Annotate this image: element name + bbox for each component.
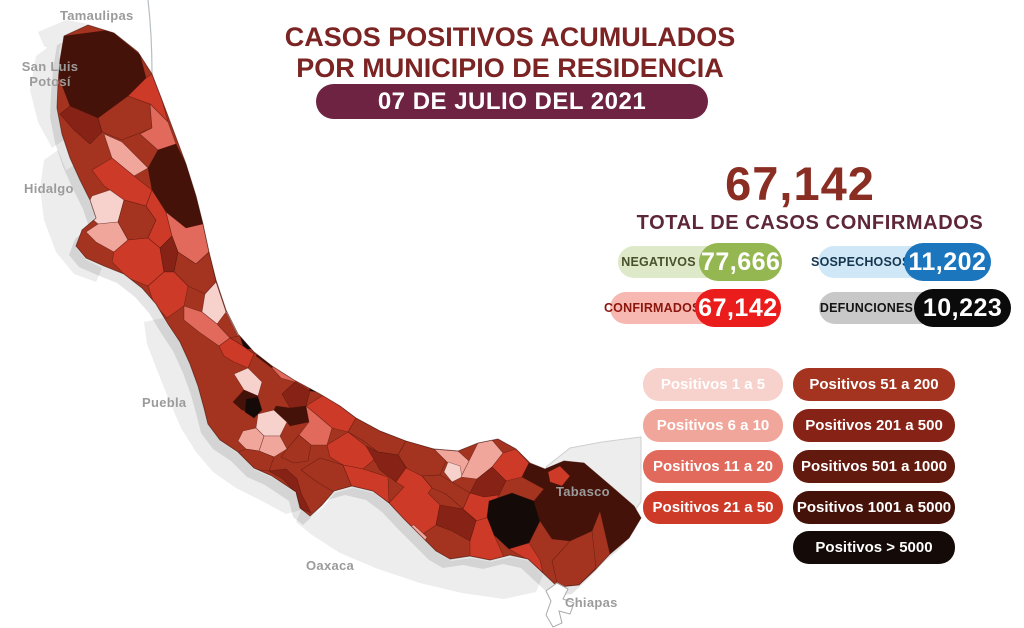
veracruz-choropleth-map — [30, 0, 642, 628]
stat-sospechosos: SOSPECHOSOS 11,202 — [811, 243, 991, 281]
label-san-luis-potosi: San Luis Potosí — [21, 59, 79, 89]
date-badge: 07 DE JULIO DEL 2021 — [316, 84, 708, 119]
stat-sospechosos-value: 11,202 — [903, 243, 991, 281]
legend-item-6-10: Positivos 6 a 10 — [643, 409, 783, 442]
chiapas-outline — [545, 582, 575, 628]
legend-item-21-50: Positivos 21 a 50 — [643, 491, 783, 524]
legend-item-201-500: Positivos 201 a 500 — [793, 409, 955, 442]
stat-defunciones-label: DEFUNCIONES — [819, 301, 914, 315]
label-puebla: Puebla — [142, 395, 187, 410]
total-confirmed-label: TOTAL DE CASOS CONFIRMADOS — [636, 212, 984, 234]
stat-confirmados-label: CONFIRMADOS — [603, 301, 701, 315]
stat-negativos: NEGATIVOS 77,666 — [618, 243, 782, 281]
label-tamaulipas: Tamaulipas — [60, 8, 134, 23]
label-tabasco: Tabasco — [556, 484, 610, 499]
label-chiapas: Chiapas — [565, 595, 618, 610]
page-title: CASOS POSITIVOS ACUMULADOS POR MUNICIPIO… — [282, 22, 738, 84]
stat-sospechosos-label: SOSPECHOSOS — [811, 255, 911, 269]
legend-item-11-20: Positivos 11 a 20 — [643, 450, 783, 483]
total-confirmed-value: 67,142 — [725, 157, 875, 210]
tamaulipas-coastline — [147, 0, 153, 75]
legend-item-1-5: Positivos 1 a 5 — [643, 368, 783, 401]
stat-confirmados-value: 67,142 — [694, 289, 781, 327]
legend-item-51-200: Positivos 51 a 200 — [793, 368, 955, 401]
label-hidalgo: Hidalgo — [24, 181, 74, 196]
legend-item-1001-5000: Positivos 1001 a 5000 — [793, 491, 955, 524]
page-title-line1: CASOS POSITIVOS ACUMULADOS — [284, 22, 736, 52]
legend-item-501-1000: Positivos 501 a 1000 — [793, 450, 955, 483]
stat-defunciones-value: 10,223 — [914, 289, 1011, 327]
legend-item-gt-5000: Positivos > 5000 — [793, 531, 955, 564]
stat-negativos-value: 77,666 — [699, 243, 782, 281]
stat-defunciones: DEFUNCIONES 10,223 — [819, 289, 1011, 327]
stat-negativos-label: NEGATIVOS — [621, 255, 696, 269]
page-title-line2: POR MUNICIPIO DE RESIDENCIA — [296, 53, 724, 84]
label-oaxaca: Oaxaca — [306, 558, 355, 573]
stat-confirmados: CONFIRMADOS 67,142 — [603, 289, 781, 327]
state-municipalities — [56, 24, 642, 588]
